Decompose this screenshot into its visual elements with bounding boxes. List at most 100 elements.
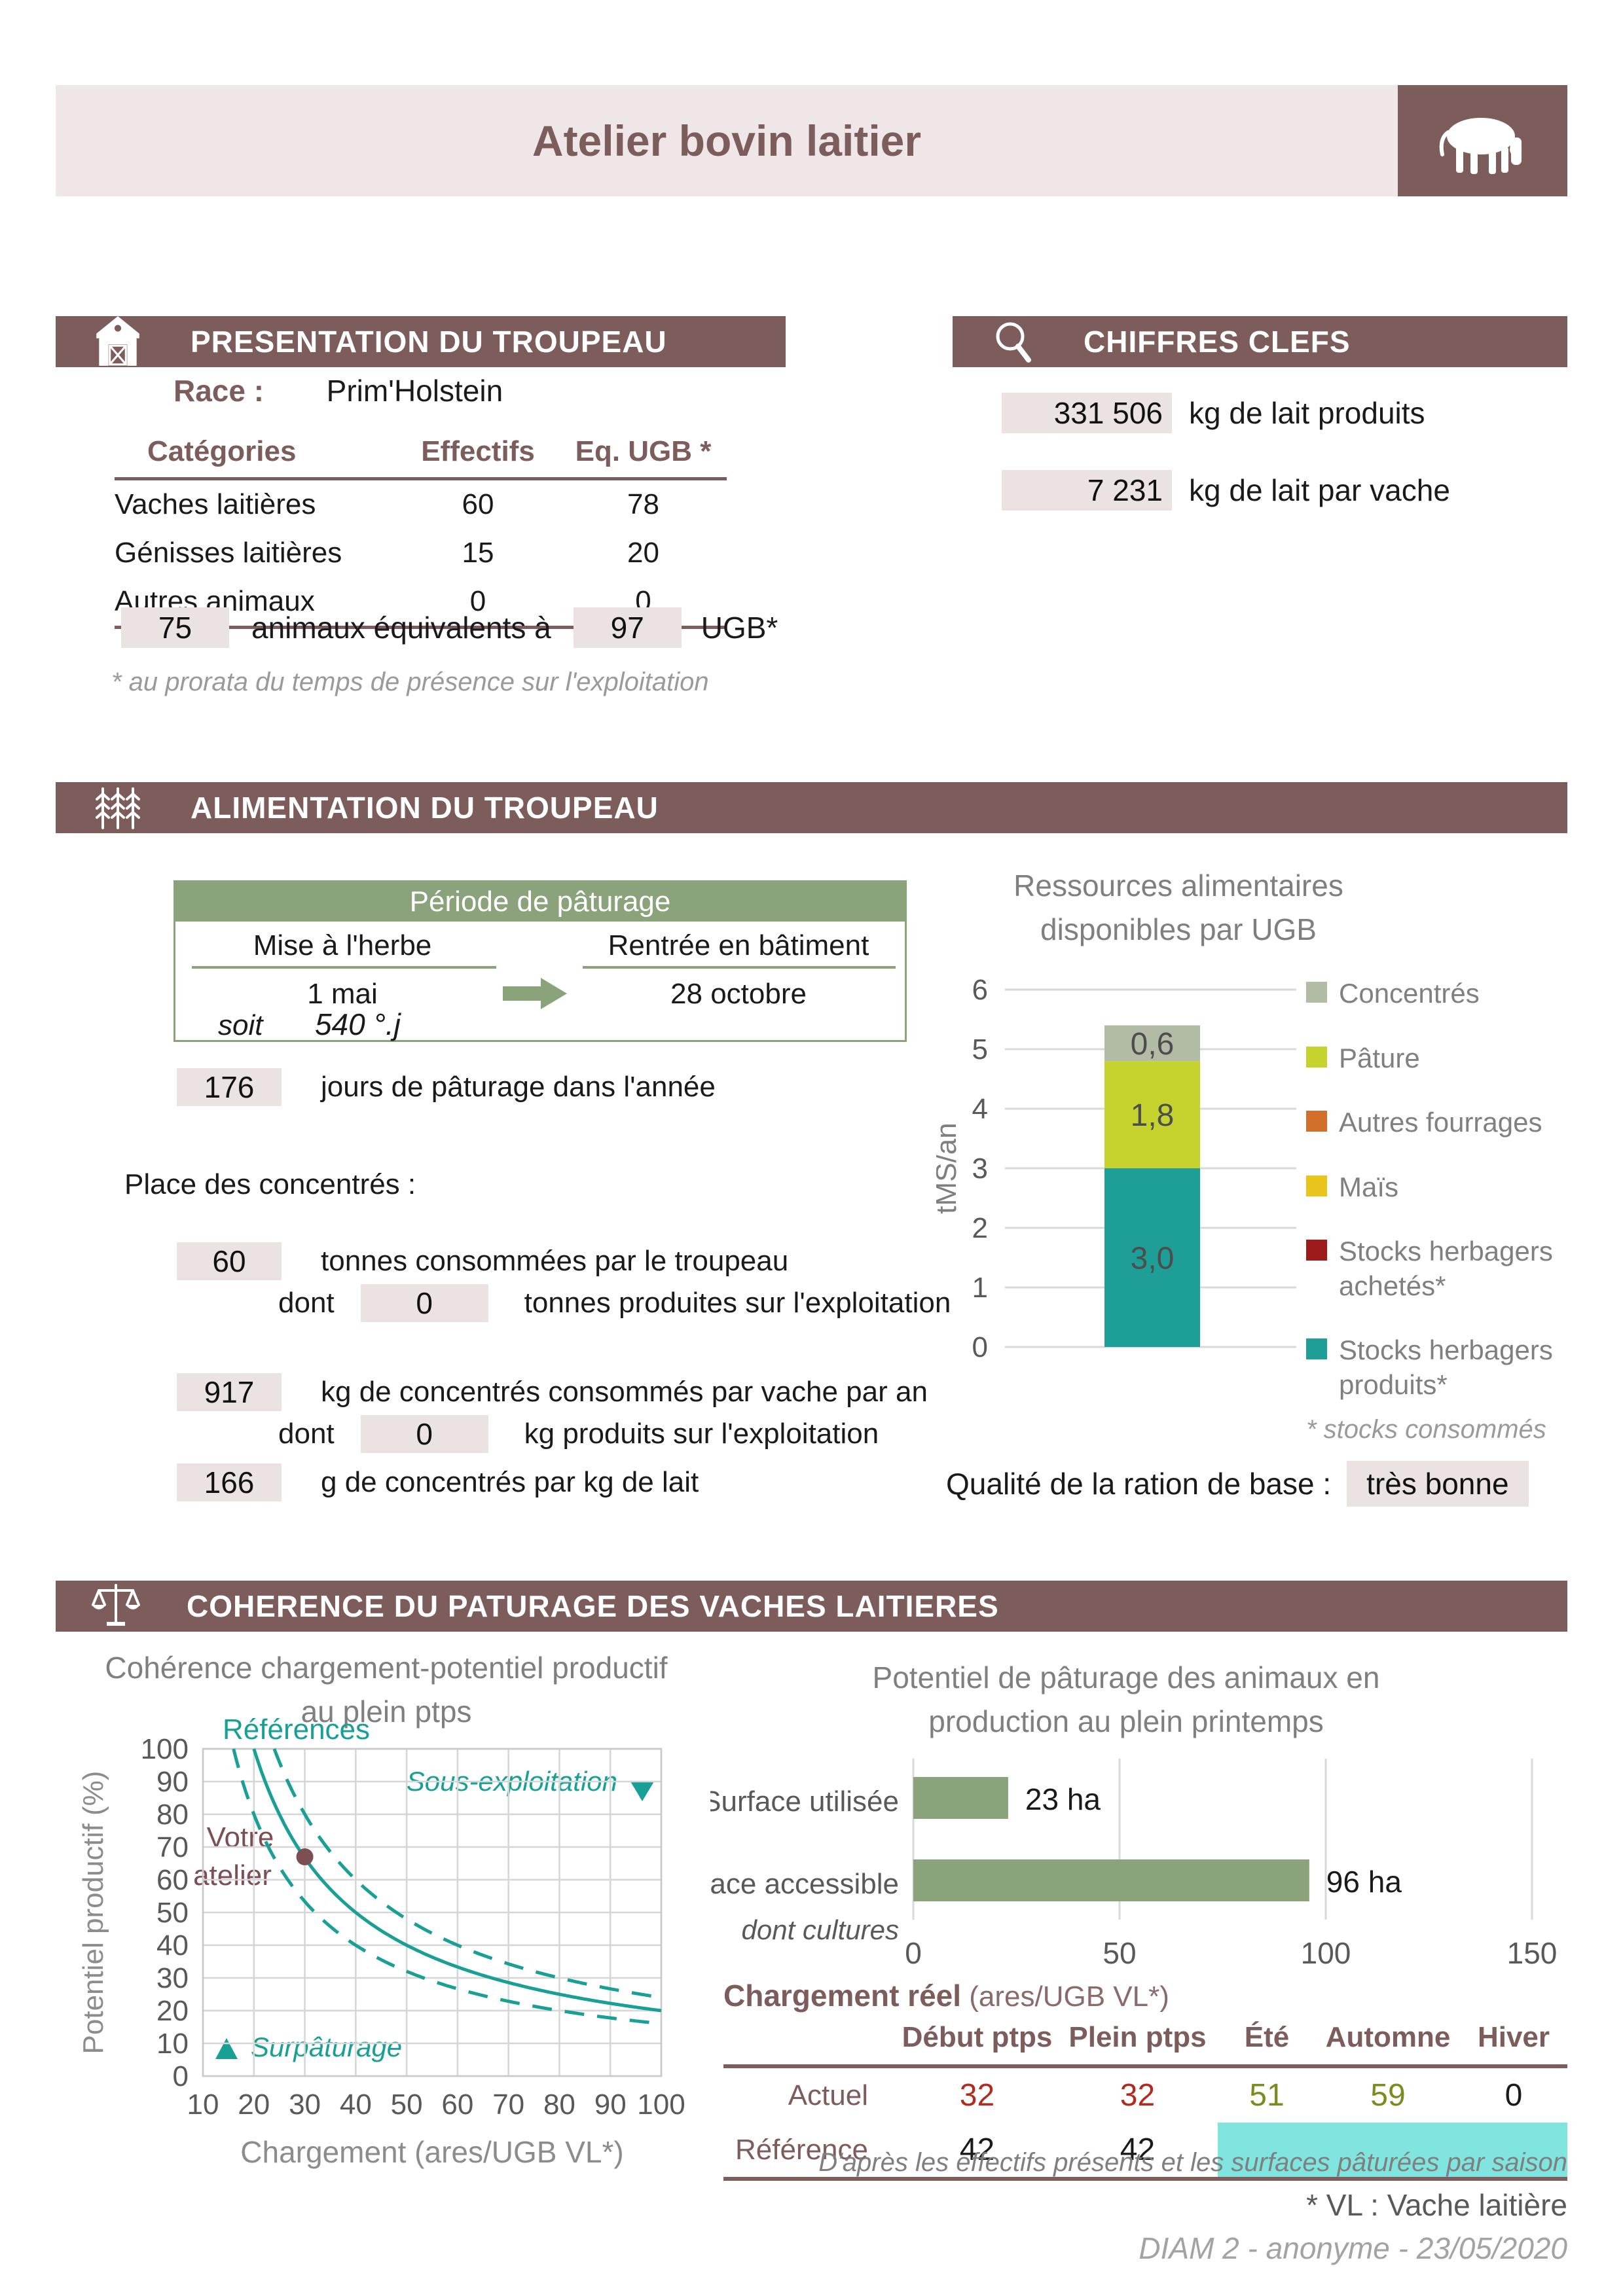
legend-label: Stocks herbagers produits* (1339, 1335, 1553, 1400)
svg-text:0: 0 (905, 1936, 922, 1970)
svg-text:0: 0 (173, 2060, 189, 2092)
svg-text:80: 80 (156, 1799, 189, 1831)
cat-surface-utilisee: Surface utilisée (710, 1785, 899, 1818)
chargement-table: Début ptps Plein ptps Été Automne Hiver … (723, 2016, 1567, 2181)
svg-text:3,0: 3,0 (1131, 1242, 1175, 1276)
dont-label: dont (278, 1418, 335, 1450)
reference-highlight-cell (1218, 2123, 1567, 2179)
race-label: Race : (173, 374, 264, 408)
svg-text:50: 50 (1103, 1936, 1136, 1970)
actuel-ete: 51 (1249, 2078, 1285, 2113)
legend-label: Pâture (1339, 1042, 1420, 1073)
actuel-automne: 59 (1370, 2078, 1406, 2113)
section-presentation-bar: PRESENTATION DU TROUPEAU (56, 316, 786, 367)
svg-text:6: 6 (972, 974, 988, 1006)
kg-label: kg de concentrés consommés par vache par… (321, 1376, 928, 1408)
legend-swatch-mais (1306, 1175, 1327, 1196)
actuel-debut: 32 (959, 2078, 995, 2113)
table-row-actuel: Actuel 32 32 51 59 0 (723, 2066, 1567, 2123)
kg-prod-line: dont 0 kg produits sur l'exploitation (278, 1415, 879, 1453)
tonnes-prod-label: tonnes produites sur l'exploitation (524, 1287, 951, 1319)
col-header-ugb: Eq. UGB * (575, 435, 712, 467)
votre-atelier-label-2: atelier (193, 1859, 272, 1892)
milk-per-cow-value: 7 231 (1002, 470, 1172, 511)
legend-swatch-concentres (1306, 982, 1327, 1003)
grazing-days-line: 176 jours de pâturage dans l'année (177, 1068, 716, 1106)
ressources-legend: Concentrés Pâture Autres fourrages Maïs … (1306, 977, 1571, 1444)
votre-atelier-label-1: Votre (207, 1821, 274, 1854)
rentree-label: Rentrée en bâtiment (608, 929, 869, 961)
milk-total-value: 331 506 (1002, 393, 1172, 433)
row-effectif: 60 (462, 488, 494, 520)
ration-quality-line: Qualité de la ration de base : très bonn… (946, 1461, 1529, 1507)
vl-footnote: * VL : Vache laitière (1306, 2188, 1567, 2222)
svg-text:50: 50 (156, 1897, 189, 1929)
table-row: Génisses laitières 15 20 (115, 529, 727, 577)
magnifier-icon (987, 315, 1039, 368)
row-category: Génisses laitières (115, 537, 342, 569)
svg-text:1,8: 1,8 (1131, 1098, 1175, 1133)
svg-text:3: 3 (972, 1153, 988, 1185)
legend-swatch-stocks-produits (1306, 1338, 1327, 1359)
scales-icon (90, 1580, 142, 1632)
svg-text:70: 70 (492, 2089, 524, 2121)
svg-text:96 ha: 96 ha (1326, 1865, 1402, 1899)
references-label: Références (223, 1713, 371, 1746)
g-per-kg-value: 166 (177, 1463, 282, 1501)
svg-text:90: 90 (156, 1766, 189, 1798)
col-plein-ptps: Plein ptps (1068, 2021, 1207, 2053)
actuel-hiver: 0 (1504, 2078, 1523, 2113)
divider (583, 966, 896, 969)
kg-prod-value: 0 (360, 1415, 488, 1453)
svg-text:100: 100 (1301, 1936, 1351, 1970)
ressources-chart: 0 1 2 3 4 5 6 3,0 1,8 0,6 tMS/an (936, 974, 1296, 1363)
summary-mid-text: animaux équivalents à (251, 611, 551, 645)
surpaturage-triangle-icon (215, 2038, 238, 2059)
legend-label: Stocks herbagers achetés* (1339, 1236, 1553, 1301)
kg-value: 917 (177, 1373, 282, 1411)
reference-plein: 42 (1120, 2132, 1156, 2167)
chargement-title-bold: Chargement réel (723, 1979, 962, 2013)
degree-days-line: soit 540 °.j (218, 1007, 401, 1042)
row-ugb: 20 (627, 537, 659, 569)
divider (192, 966, 496, 969)
svg-text:5: 5 (972, 1033, 988, 1066)
title-band: Atelier bovin laitier (56, 85, 1567, 196)
legend-label: Maïs (1339, 1171, 1399, 1202)
col-header-categories: Catégories (147, 435, 297, 467)
kg-prod-label: kg produits sur l'exploitation (524, 1418, 879, 1450)
row-label: Référence (735, 2133, 868, 2166)
section-presentation-title: PRESENTATION DU TROUPEAU (191, 325, 667, 359)
cow-icon (1439, 118, 1522, 174)
svg-text:50: 50 (391, 2089, 423, 2121)
svg-text:10: 10 (187, 2089, 219, 2121)
chargement-title-rest: (ares/UGB VL*) (961, 1981, 1169, 2013)
cow-icon-box (1398, 85, 1567, 196)
legend-item: Concentrés (1306, 977, 1571, 1011)
actuel-plein: 32 (1120, 2078, 1156, 2113)
svg-text:0,6: 0,6 (1131, 1027, 1175, 1062)
reference-debut: 42 (959, 2132, 995, 2167)
legend-swatch-stocks-achetes (1306, 1240, 1327, 1261)
legend-item: Stocks herbagers produits* (1306, 1333, 1571, 1402)
col-automne: Automne (1325, 2021, 1451, 2053)
svg-text:30: 30 (156, 1962, 189, 1994)
dont-label: dont (278, 1287, 335, 1319)
svg-text:40: 40 (340, 2089, 372, 2121)
svg-text:Chargement (ares/UGB VL*): Chargement (ares/UGB VL*) (240, 2135, 623, 2169)
legend-label: Concentrés (1339, 978, 1480, 1009)
tonnes-prod-line: dont 0 tonnes produites sur l'exploitati… (278, 1284, 951, 1322)
ration-quality-value: très bonne (1347, 1461, 1529, 1507)
surpaturage-label: Surpâturage (251, 2032, 402, 2062)
legend-item: Pâture (1306, 1041, 1571, 1076)
legend-swatch-autres-fourrages (1306, 1111, 1327, 1132)
legend-note: * stocks consommés (1306, 1415, 1546, 1444)
svg-text:20: 20 (156, 1995, 189, 2027)
table-row-reference: Référence 42 42 (723, 2123, 1567, 2179)
svg-text:80: 80 (543, 2089, 575, 2121)
svg-text:30: 30 (289, 2089, 321, 2121)
ugb-total-value: 97 (573, 607, 682, 648)
svg-text:90: 90 (594, 2089, 627, 2121)
animals-total-value: 75 (121, 607, 229, 648)
